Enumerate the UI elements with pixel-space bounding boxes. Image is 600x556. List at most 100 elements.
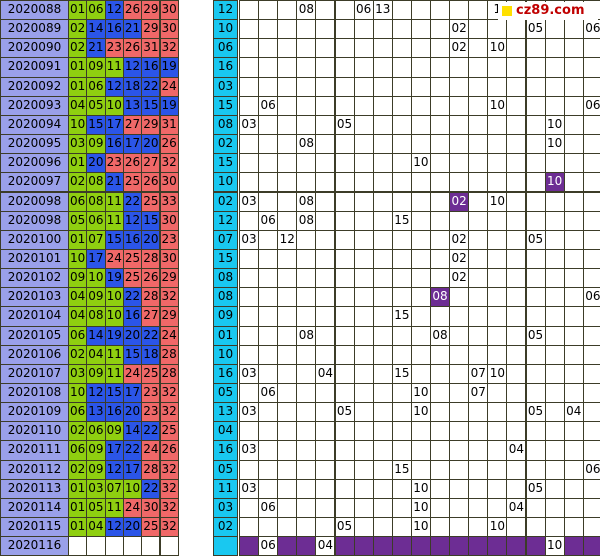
- trend-cell: [506, 229, 527, 250]
- period-cell: 2020114: [0, 497, 69, 519]
- blue-ball-cell: 16: [213, 440, 238, 461]
- trend-cell: [468, 402, 489, 423]
- trend-cell: [468, 440, 489, 461]
- trend-cell: [468, 268, 489, 289]
- trend-cell: 05: [525, 229, 546, 250]
- trend-cell: [353, 268, 374, 289]
- trend-cell: [372, 95, 393, 116]
- trend-cell: [258, 306, 279, 327]
- red-ball-cell: 11: [104, 363, 124, 384]
- red-ball-cell: 23: [141, 383, 161, 404]
- trend-cell: [525, 363, 546, 384]
- trend-cell: [258, 114, 279, 136]
- trend-cell: 02: [449, 229, 470, 250]
- trend-cell: [391, 536, 412, 556]
- trend-cell: [372, 421, 393, 442]
- trend-cell: [239, 0, 260, 21]
- red-ball-cell: 21: [122, 19, 143, 40]
- trend-cell: [430, 172, 451, 193]
- red-ball-cell: 24: [159, 325, 179, 346]
- trend-cell: [239, 153, 260, 174]
- blue-ball-cell: 09: [213, 306, 238, 327]
- red-ball-cell: 17: [104, 440, 124, 461]
- trend-cell: [525, 172, 546, 193]
- trend-cell: 06: [582, 95, 600, 116]
- trend-cell: [315, 38, 336, 59]
- trend-cell: [391, 517, 412, 538]
- trend-cell: 10: [410, 497, 431, 519]
- red-ball-cell: 17: [122, 134, 143, 155]
- trend-cell: [563, 95, 584, 116]
- red-ball-cell: 32: [159, 517, 179, 538]
- trend-cell: [239, 19, 260, 40]
- red-ball-cell: 21: [86, 38, 106, 59]
- red-ball-cell: 11: [104, 497, 124, 519]
- trend-cell: [296, 114, 317, 136]
- period-cell: 2020115: [0, 517, 69, 538]
- trend-cell: [563, 363, 584, 384]
- trend-cell: [296, 287, 317, 308]
- trend-cell: [449, 363, 470, 384]
- trend-cell: [334, 421, 355, 442]
- trend-cell: [391, 153, 412, 174]
- trend-cell: [468, 210, 489, 231]
- trend-cell: [258, 402, 279, 423]
- red-ball-cell: 10: [104, 287, 124, 308]
- site-logo[interactable]: cz89.com: [498, 2, 598, 20]
- trend-cell: [334, 229, 355, 250]
- red-ball-cell: 26: [122, 38, 143, 59]
- trend-cell: [525, 306, 546, 327]
- trend-cell: [391, 268, 412, 289]
- trend-cell: [563, 344, 584, 365]
- trend-cell: [410, 210, 431, 231]
- trend-cell: [353, 153, 374, 174]
- trend-cell: [563, 191, 584, 212]
- trend-cell: [410, 440, 431, 461]
- trend-cell: 10: [487, 517, 508, 538]
- trend-cell: [468, 536, 489, 556]
- trend-cell: [487, 383, 508, 404]
- trend-cell: [334, 76, 355, 97]
- trend-cell: [315, 248, 336, 270]
- trend-cell: [277, 95, 298, 116]
- red-ball-cell: 09: [86, 440, 106, 461]
- trend-cell: [277, 402, 298, 423]
- period-cell: 2020094: [0, 114, 69, 136]
- trend-cell: [372, 38, 393, 59]
- trend-cell: [449, 210, 470, 231]
- trend-cell: [372, 344, 393, 365]
- trend-cell: 15: [391, 459, 412, 480]
- trend-cell: [430, 344, 451, 365]
- trend-cell: [487, 478, 508, 499]
- trend-cell: [468, 19, 489, 40]
- trend-cell: [296, 402, 317, 423]
- trend-cell: [296, 172, 317, 193]
- trend-cell: [487, 153, 508, 174]
- period-cell: 2020106: [0, 344, 69, 365]
- trend-cell: [410, 306, 431, 327]
- trend-cell: [525, 344, 546, 365]
- red-ball-cell: 02: [68, 38, 88, 59]
- trend-cell: [372, 497, 393, 519]
- trend-cell: [430, 19, 451, 40]
- trend-cell: [430, 57, 451, 78]
- trend-cell: [449, 153, 470, 174]
- trend-cell: [544, 402, 565, 423]
- trend-cell: [468, 421, 489, 442]
- trend-cell: [449, 76, 470, 97]
- trend-cell: [334, 248, 355, 270]
- trend-cell: [487, 210, 508, 231]
- trend-cell: [582, 344, 600, 365]
- red-ball-cell: 09: [86, 134, 106, 155]
- blue-ball-cell: 08: [213, 114, 238, 136]
- trend-cell: [525, 440, 546, 461]
- trend-cell: [449, 459, 470, 480]
- red-ball-cell: 13: [122, 95, 143, 116]
- trend-cell: [258, 172, 279, 193]
- trend-cell: [430, 229, 451, 250]
- period-cell: 2020110: [0, 421, 69, 442]
- red-ball-cell: 20: [122, 402, 143, 423]
- red-ball-cell: 11: [104, 191, 124, 212]
- trend-cell: [582, 248, 600, 270]
- red-ball-cell: 28: [141, 459, 161, 480]
